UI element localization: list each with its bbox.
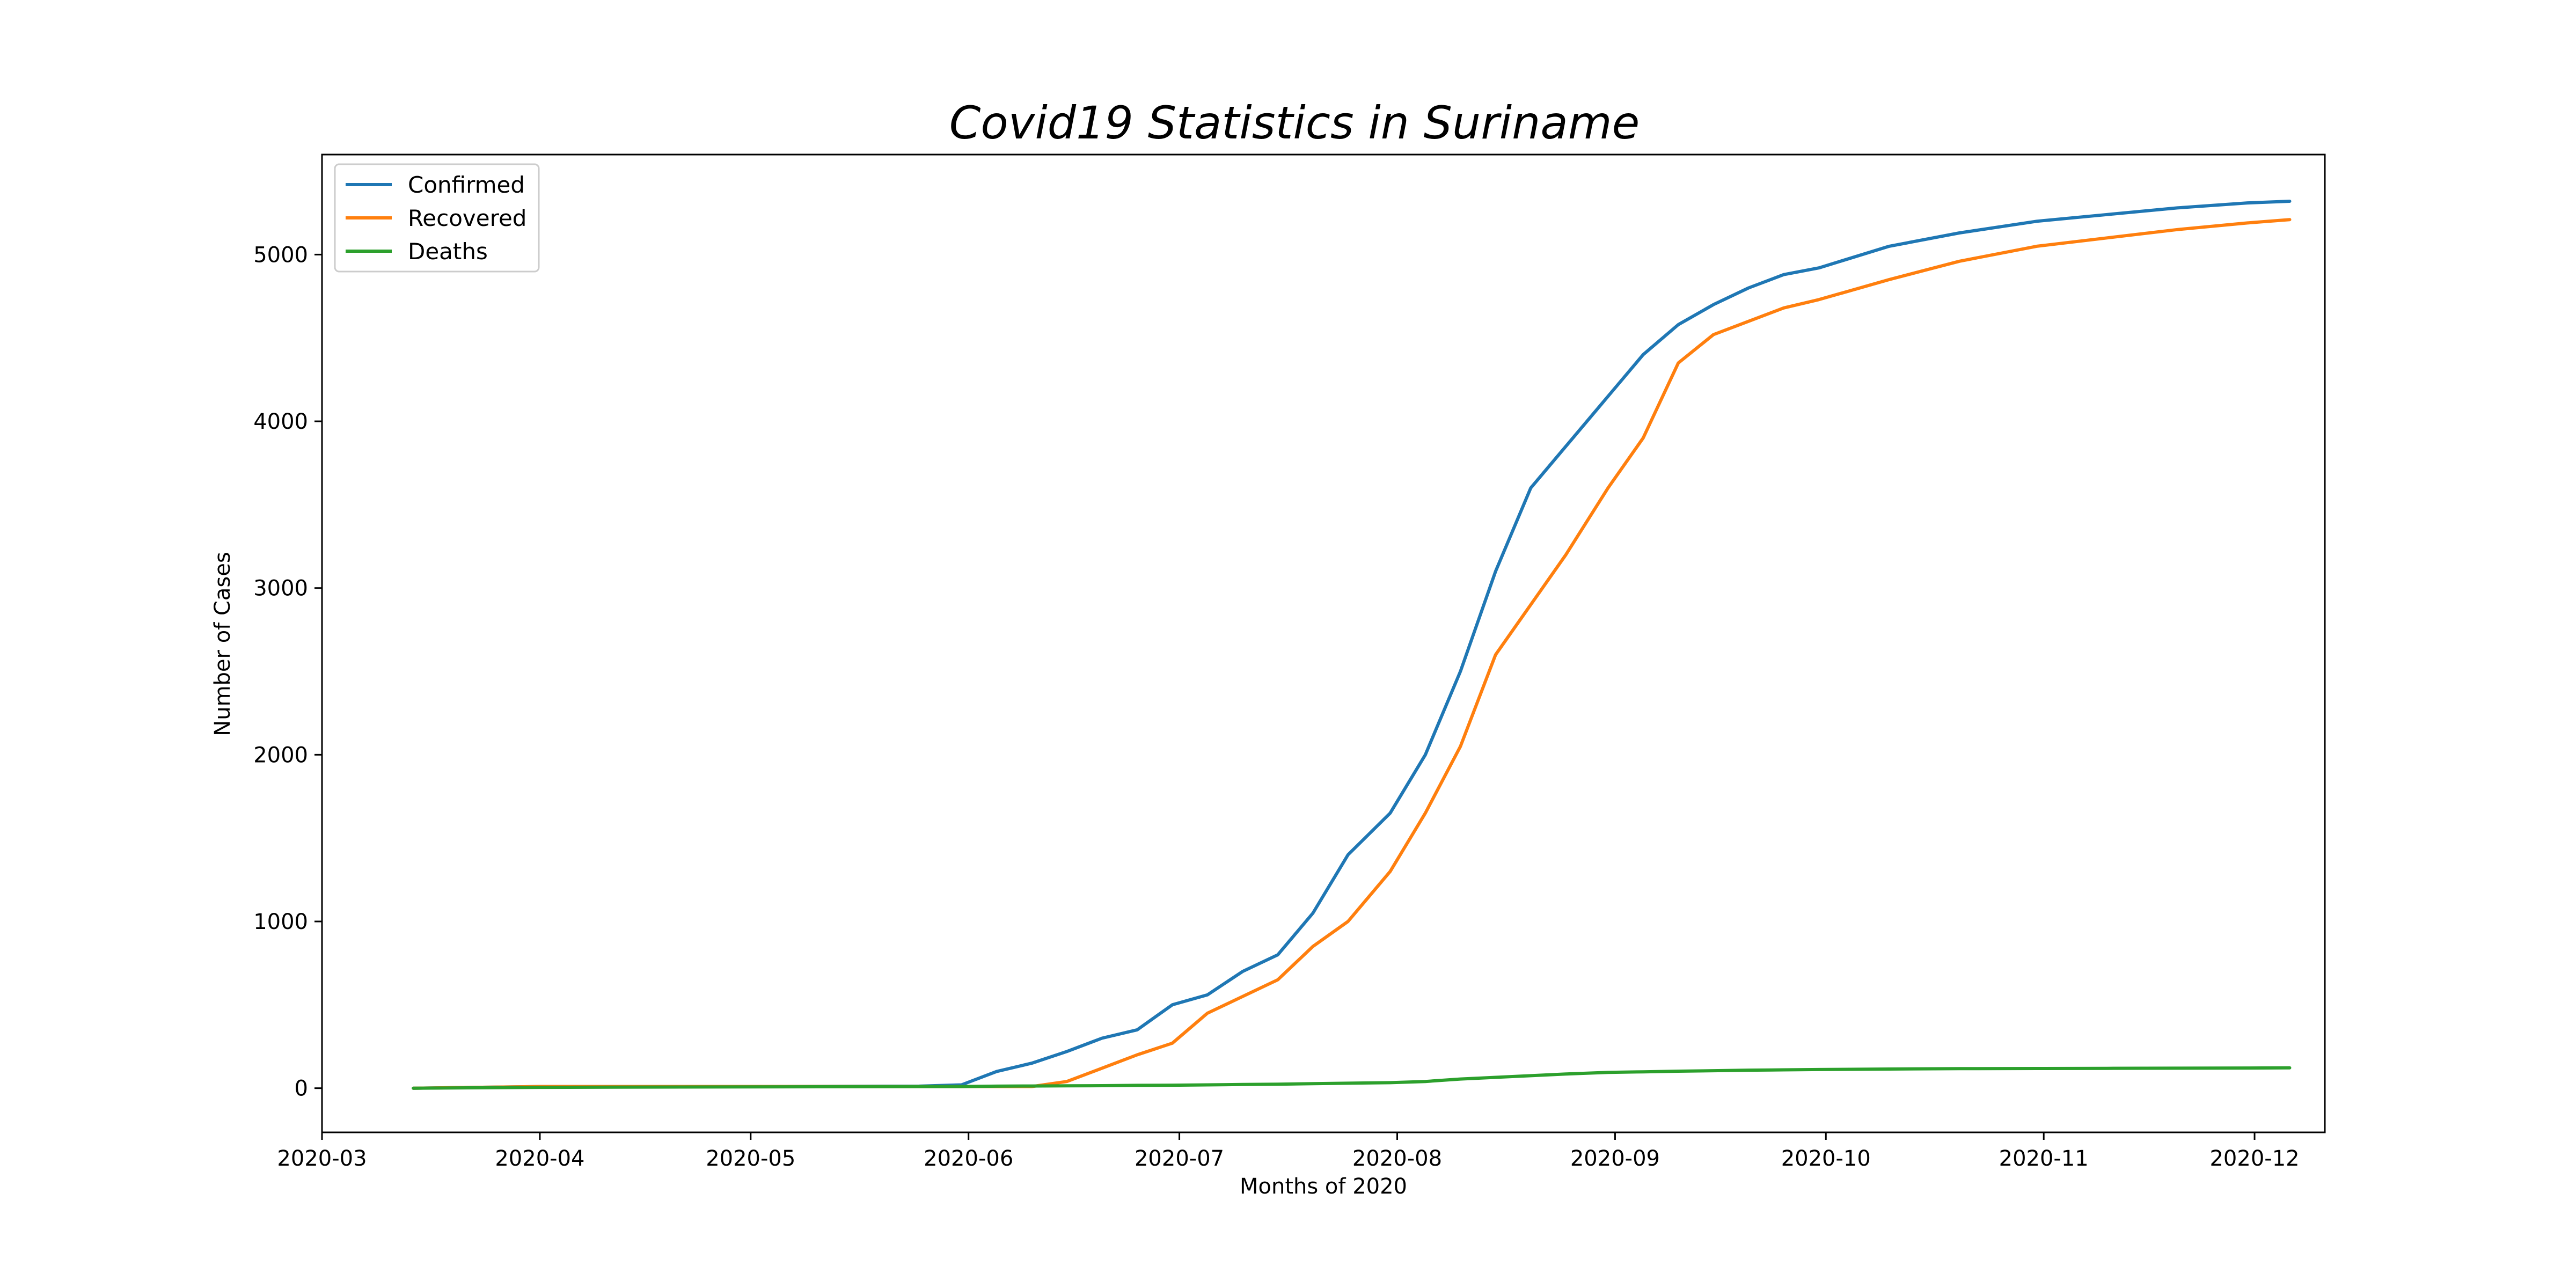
x-tick-label: 2020-03 xyxy=(277,1146,367,1171)
x-tick-label: 2020-06 xyxy=(924,1146,1013,1171)
y-tick-label: 4000 xyxy=(253,409,308,434)
y-axis-label: Number of Cases xyxy=(210,552,235,736)
x-tick-label: 2020-07 xyxy=(1135,1146,1224,1171)
x-tick-label: 2020-08 xyxy=(1352,1146,1442,1171)
plot-area-frame xyxy=(321,153,2326,1133)
y-tick-label: 0 xyxy=(295,1077,308,1101)
x-tick-label: 2020-10 xyxy=(1781,1146,1871,1171)
y-axis: 0 1000 2000 3000 4000 5000 xyxy=(253,243,322,1101)
x-tick-label: 2020-05 xyxy=(706,1146,795,1171)
x-tick-label: 2020-12 xyxy=(2209,1146,2299,1171)
legend: Confirmed Recovered Deaths xyxy=(334,163,540,273)
legend-box xyxy=(334,163,540,273)
x-axis: 2020-03 2020-04 2020-05 2020-06 2020-07 2020-… xyxy=(277,1132,2300,1171)
y-tick-label: 1000 xyxy=(253,910,308,934)
series-line-confirmed xyxy=(412,200,2292,1090)
series-line-deaths xyxy=(412,1066,2292,1090)
chart-title: Covid19 Statistics in Suriname xyxy=(949,97,1640,149)
x-tick-label: 2020-11 xyxy=(1999,1146,2089,1171)
x-axis-label: Months of 2020 xyxy=(1240,1174,1407,1199)
legend-label-confirmed: Confirmed xyxy=(408,172,525,198)
y-tick-label: 3000 xyxy=(253,576,308,601)
x-tick-label: 2020-09 xyxy=(1570,1146,1660,1171)
x-tick-label: 2020-04 xyxy=(495,1146,584,1171)
legend-label-deaths: Deaths xyxy=(408,238,488,265)
y-tick-label: 5000 xyxy=(253,243,308,267)
legend-label-recovered: Recovered xyxy=(408,205,526,231)
series-layer xyxy=(412,200,2292,1090)
y-tick-label: 2000 xyxy=(253,743,308,767)
